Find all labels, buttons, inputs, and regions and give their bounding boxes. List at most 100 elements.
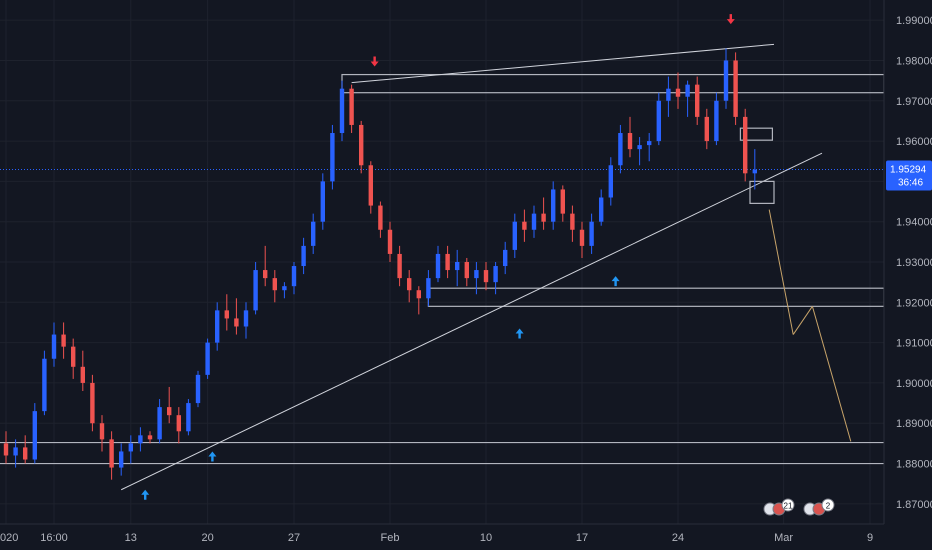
- price-axis-bg: [884, 0, 932, 550]
- candle-body: [32, 411, 37, 460]
- projection-segment: [811, 306, 852, 442]
- x-tick-label: 16:00: [40, 532, 68, 544]
- candle-body: [723, 60, 729, 101]
- candle-body: [378, 205, 383, 230]
- time-axis[interactable]: 020 16:00 13 20 27 Feb 10 17 24 Mar 9: [0, 523, 932, 550]
- candle-body: [263, 270, 268, 279]
- count-badge: [821, 498, 835, 512]
- candle-body: [99, 423, 105, 440]
- y-tick-label: 1.98000: [896, 55, 932, 67]
- candle-body: [397, 253, 402, 279]
- candle-body: [167, 407, 172, 416]
- candle-body: [109, 439, 114, 468]
- candle-body: [147, 435, 153, 440]
- arrow-down-icon: [726, 14, 735, 25]
- candle-body: [503, 249, 508, 267]
- candle-body: [272, 278, 277, 291]
- candle-body: [445, 253, 450, 271]
- candle-body: [90, 382, 95, 424]
- candle-body: [320, 181, 325, 222]
- x-tick-label: 10: [480, 532, 492, 544]
- resistance-zone: [341, 73, 885, 94]
- candle-body: [23, 447, 28, 460]
- candle-body: [560, 189, 565, 214]
- projection-segment: [792, 306, 813, 335]
- small-box-lower: [749, 180, 775, 204]
- candle-body: [282, 286, 287, 291]
- price-axis[interactable]: 1.990001.980001.970001.960001.950001.940…: [883, 0, 932, 550]
- candle-body: [51, 334, 57, 359]
- support-zone: [427, 287, 885, 307]
- candle-body: [138, 435, 143, 444]
- candle-body: [675, 88, 681, 97]
- candle-body: [80, 366, 85, 383]
- y-tick-label: 1.88000: [896, 459, 932, 471]
- event-badge-left[interactable]: 21: [763, 498, 795, 516]
- candle-body: [387, 229, 393, 254]
- x-tick-label: 13: [125, 532, 137, 544]
- projection-segment: [768, 209, 794, 335]
- candle-body: [666, 88, 671, 101]
- candle-body: [119, 451, 124, 468]
- event-badge-right[interactable]: 2: [803, 498, 835, 516]
- candle-body: [186, 403, 191, 432]
- candle-body: [608, 165, 613, 198]
- y-tick-label: 1.97000: [896, 96, 932, 108]
- candle-body: [541, 213, 546, 222]
- candle-body: [301, 245, 306, 267]
- candle-body: [157, 407, 162, 440]
- candle-body: [695, 84, 700, 117]
- x-tick-label: 27: [288, 532, 300, 544]
- candle-body: [339, 88, 345, 134]
- candle-body: [743, 116, 748, 174]
- candle-body: [733, 60, 738, 117]
- candle-body: [570, 213, 575, 230]
- candle-body: [359, 124, 364, 166]
- y-tick-label: 1.90000: [896, 378, 932, 390]
- markers: [141, 14, 735, 500]
- candle-body: [752, 169, 757, 174]
- candle-body: [464, 262, 469, 279]
- candle-body: [61, 334, 66, 347]
- y-tick-label: 1.94000: [896, 217, 932, 229]
- x-tick-label: 9: [867, 532, 873, 544]
- candle-body: [474, 270, 479, 279]
- y-tick-label: 1.87000: [896, 499, 932, 511]
- candle-body: [13, 447, 18, 456]
- candle-body: [224, 310, 229, 319]
- candle-body: [243, 310, 249, 327]
- event-badges[interactable]: 21 2: [763, 498, 835, 516]
- candle-body: [656, 100, 661, 142]
- count-label: 2: [826, 502, 831, 511]
- candle-body: [637, 145, 642, 150]
- candle-body: [330, 133, 335, 182]
- countdown-label: 36:46: [898, 178, 923, 189]
- arrow-up-icon: [141, 489, 150, 500]
- candle-body: [71, 346, 76, 367]
- candle-body: [195, 374, 201, 404]
- candle-body: [435, 253, 441, 279]
- candle-body: [407, 278, 412, 291]
- count-badge: [781, 498, 795, 512]
- candle-body: [704, 116, 709, 142]
- candle-body: [512, 221, 517, 250]
- candle-body: [128, 443, 133, 452]
- candle-body: [349, 88, 354, 125]
- candle-body: [522, 221, 527, 230]
- small-box-upper: [739, 127, 774, 141]
- candle-body: [416, 290, 421, 299]
- candle-body: [685, 84, 690, 97]
- y-tick-label: 1.92000: [896, 297, 932, 309]
- candle-body: [234, 318, 239, 327]
- y-tick-label: 1.99000: [896, 15, 932, 27]
- y-tick-label: 1.96000: [896, 136, 932, 148]
- arrow-down-icon: [370, 56, 379, 67]
- candle-body: [599, 197, 604, 222]
- candle-body: [215, 310, 220, 343]
- candle-body: [205, 342, 210, 375]
- candle-body: [455, 262, 460, 271]
- candle-body: [426, 278, 431, 299]
- x-tick-label: Mar: [774, 532, 793, 544]
- last-price-label: 1.95294: [890, 165, 927, 176]
